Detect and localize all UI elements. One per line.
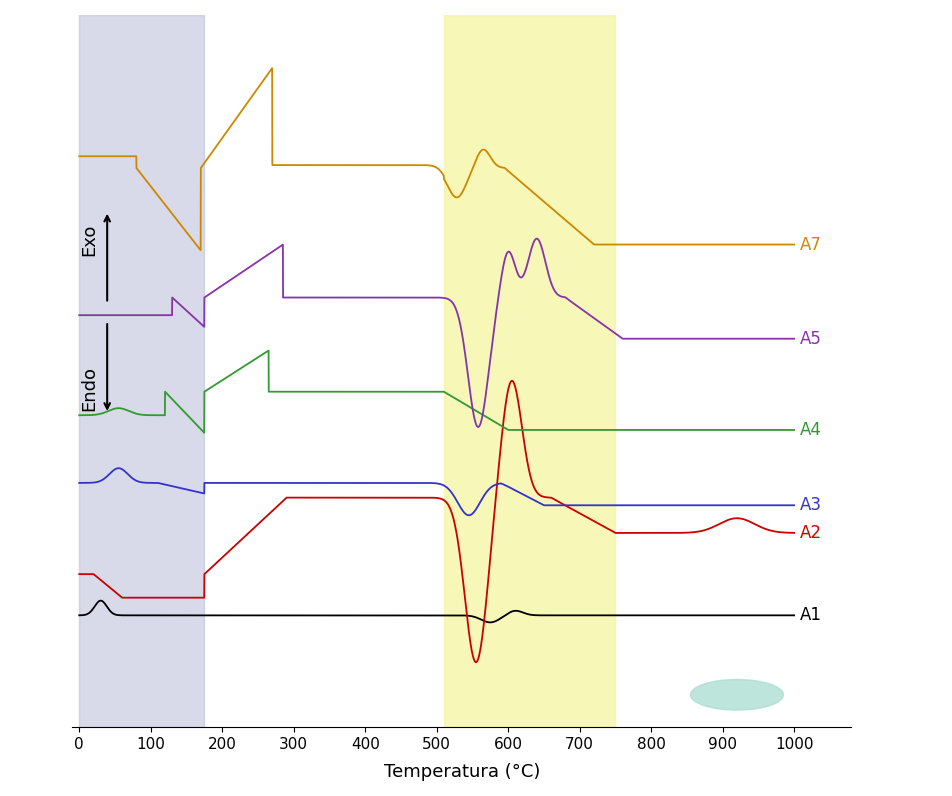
Ellipse shape — [690, 680, 783, 710]
Text: Exo: Exo — [80, 223, 98, 256]
X-axis label: Temperatura (°C): Temperatura (°C) — [384, 763, 540, 781]
Text: A4: A4 — [800, 421, 822, 439]
Text: A7: A7 — [800, 236, 822, 254]
Text: A1: A1 — [800, 607, 822, 624]
Text: A3: A3 — [800, 496, 822, 514]
Bar — [444, 15, 615, 728]
Text: A2: A2 — [800, 524, 822, 542]
Text: Endo: Endo — [80, 366, 98, 412]
Text: A5: A5 — [800, 330, 822, 348]
Bar — [79, 15, 205, 728]
